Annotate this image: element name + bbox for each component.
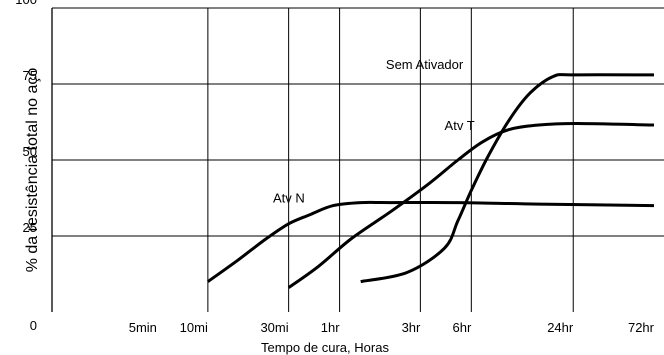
x-tick-label: 30mi	[260, 320, 288, 335]
x-tick-label: 10mi	[180, 320, 208, 335]
series-line-atv-t	[287, 122, 655, 289]
y-tick-label: 100	[15, 0, 37, 7]
series-label-atv-n: Atv N	[273, 191, 305, 206]
series-layer	[207, 73, 655, 289]
series-label-atv-t: Atv T	[445, 118, 475, 133]
x-axis-label: Tempo de cura, Horas	[261, 340, 389, 355]
y-tick-label: 50	[23, 144, 37, 159]
series-labels: Atv N Atv T Sem Ativador	[273, 57, 475, 206]
x-tick-label: 6hr	[453, 320, 472, 335]
y-tick-label: 0	[30, 318, 37, 333]
x-tick-label: 24hr	[547, 320, 574, 335]
y-tick-label: 75	[23, 68, 37, 83]
x-tick-label: 1hr	[321, 320, 340, 335]
plot-frame	[51, 7, 664, 312]
y-tick-label: 25	[23, 220, 37, 235]
x-tick-label: 5min	[129, 320, 157, 335]
series-label-sem-ativador: Sem Ativador	[386, 57, 464, 72]
series-line-atv-n	[207, 200, 655, 283]
series-line-sem-ativador	[360, 73, 655, 284]
y-axis-label: % da resistência total no aço	[24, 68, 41, 273]
gridlines	[52, 7, 664, 312]
x-tick-label: 72hr	[628, 320, 655, 335]
x-tick-label: 3hr	[402, 320, 421, 335]
tick-labels: 5min 10mi 30mi 1hr 3hr 6hr 24hr 72hr 0 25 50 75 100	[15, 0, 654, 335]
